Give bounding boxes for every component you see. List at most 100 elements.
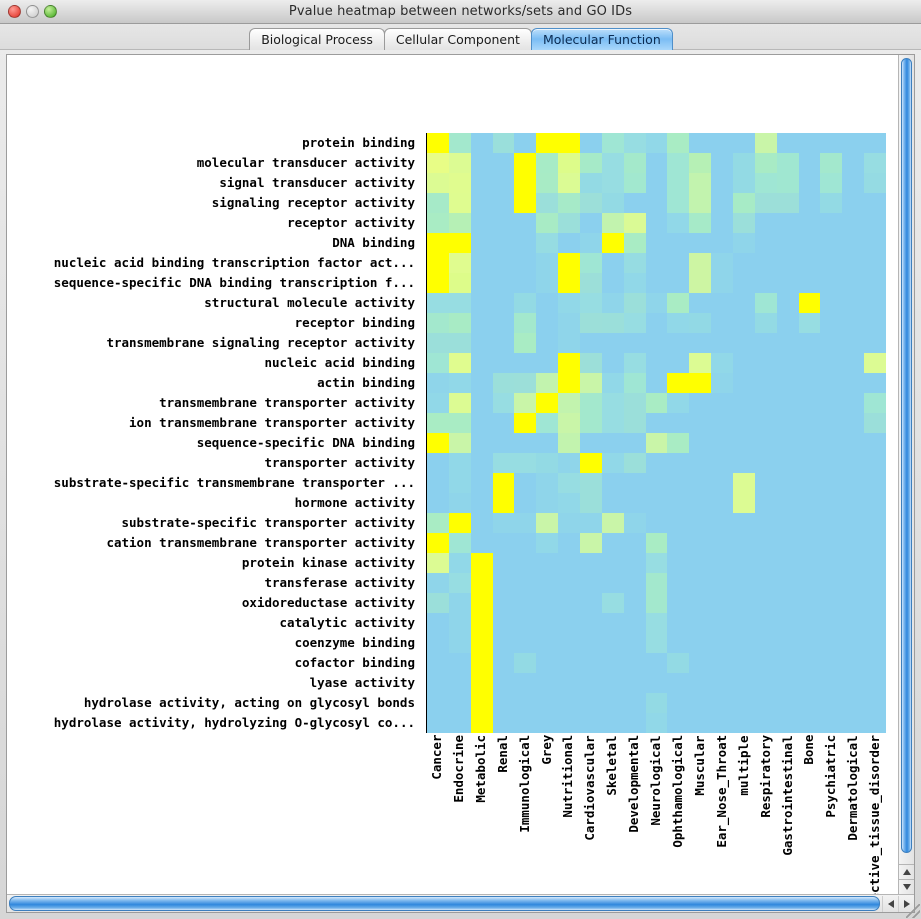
heatmap-cell[interactable] <box>667 253 690 273</box>
heatmap-cell[interactable] <box>820 473 843 493</box>
heatmap-cell[interactable] <box>754 333 777 353</box>
heatmap-cell[interactable] <box>711 653 733 673</box>
maximize-button[interactable] <box>44 5 57 18</box>
heatmap-cell[interactable] <box>754 653 777 673</box>
heatmap-cell[interactable] <box>689 453 712 473</box>
heatmap-cell[interactable] <box>470 293 493 313</box>
heatmap-cell[interactable] <box>842 633 865 653</box>
heatmap-cell[interactable] <box>470 693 493 713</box>
heatmap-cell[interactable] <box>733 433 755 453</box>
heatmap-cell[interactable] <box>754 693 777 713</box>
heatmap-cell[interactable] <box>864 273 886 293</box>
heatmap-cell[interactable] <box>536 413 559 433</box>
heatmap-cell[interactable] <box>798 233 821 253</box>
heatmap-cell[interactable] <box>580 453 602 473</box>
heatmap-cell[interactable] <box>536 433 559 453</box>
heatmap-cell[interactable] <box>689 413 712 433</box>
heatmap-cell[interactable] <box>514 553 537 573</box>
heatmap-cell[interactable] <box>820 593 843 613</box>
heatmap-cell[interactable] <box>842 173 865 193</box>
heatmap-cell[interactable] <box>820 533 843 553</box>
heatmap-cell[interactable] <box>558 493 580 513</box>
heatmap-cell[interactable] <box>536 313 559 333</box>
heatmap-cell[interactable] <box>536 153 559 173</box>
heatmap-cell[interactable] <box>842 213 865 233</box>
heatmap-cell[interactable] <box>580 613 602 633</box>
heatmap-cell[interactable] <box>842 473 865 493</box>
heatmap-cell[interactable] <box>427 253 449 273</box>
heatmap-cell[interactable] <box>448 333 471 353</box>
heatmap-cell[interactable] <box>558 713 580 733</box>
heatmap-cell[interactable] <box>711 553 733 573</box>
heatmap-cell[interactable] <box>427 133 449 153</box>
heatmap-cell[interactable] <box>427 453 449 473</box>
heatmap-cell[interactable] <box>689 233 712 253</box>
heatmap-cell[interactable] <box>820 313 843 333</box>
heatmap-cell[interactable] <box>623 333 646 353</box>
heatmap-cell[interactable] <box>514 633 537 653</box>
heatmap-cell[interactable] <box>820 133 843 153</box>
heatmap-cell[interactable] <box>470 613 493 633</box>
heatmap-cell[interactable] <box>601 313 624 333</box>
heatmap-cell[interactable] <box>776 453 799 473</box>
heatmap-cell[interactable] <box>733 393 755 413</box>
heatmap-cell[interactable] <box>711 573 733 593</box>
heatmap-cell[interactable] <box>470 173 493 193</box>
heatmap-cell[interactable] <box>842 693 865 713</box>
heatmap-cell[interactable] <box>689 353 712 373</box>
heatmap-cell[interactable] <box>601 713 624 733</box>
heatmap-cell[interactable] <box>427 713 449 733</box>
heatmap-cell[interactable] <box>776 493 799 513</box>
heatmap-cell[interactable] <box>623 633 646 653</box>
heatmap-cell[interactable] <box>580 593 602 613</box>
heatmap-cell[interactable] <box>492 413 515 433</box>
heatmap-cell[interactable] <box>733 593 755 613</box>
heatmap-cell[interactable] <box>842 653 865 673</box>
heatmap-cell[interactable] <box>514 573 537 593</box>
heatmap-cell[interactable] <box>798 333 821 353</box>
heatmap-cell[interactable] <box>754 473 777 493</box>
heatmap-cell[interactable] <box>820 393 843 413</box>
heatmap-cell[interactable] <box>601 573 624 593</box>
heatmap-cell[interactable] <box>798 133 821 153</box>
heatmap-cell[interactable] <box>601 273 624 293</box>
heatmap-cell[interactable] <box>623 493 646 513</box>
heatmap-cell[interactable] <box>580 273 602 293</box>
heatmap-cell[interactable] <box>558 433 580 453</box>
heatmap-cell[interactable] <box>645 693 668 713</box>
heatmap-cell[interactable] <box>470 473 493 493</box>
heatmap-cell[interactable] <box>427 513 449 533</box>
heatmap-cell[interactable] <box>601 133 624 153</box>
heatmap-cell[interactable] <box>864 293 886 313</box>
heatmap-cell[interactable] <box>754 553 777 573</box>
heatmap-cell[interactable] <box>776 153 799 173</box>
heatmap-cell[interactable] <box>558 293 580 313</box>
heatmap-cell[interactable] <box>427 173 449 193</box>
heatmap-cell[interactable] <box>623 453 646 473</box>
heatmap-cell[interactable] <box>427 633 449 653</box>
heatmap-cell[interactable] <box>580 713 602 733</box>
heatmap-cell[interactable] <box>580 133 602 153</box>
heatmap-cell[interactable] <box>492 633 515 653</box>
heatmap-cell[interactable] <box>776 713 799 733</box>
heatmap-cell[interactable] <box>536 713 559 733</box>
heatmap-cell[interactable] <box>733 453 755 473</box>
heatmap-cell[interactable] <box>601 353 624 373</box>
heatmap-cell[interactable] <box>864 193 886 213</box>
heatmap-cell[interactable] <box>492 573 515 593</box>
tab-molecular-function[interactable]: Molecular Function <box>530 28 673 50</box>
heatmap-cell[interactable] <box>798 593 821 613</box>
heatmap-cell[interactable] <box>470 313 493 333</box>
heatmap-cell[interactable] <box>536 453 559 473</box>
heatmap-cell[interactable] <box>623 513 646 533</box>
heatmap-cell[interactable] <box>492 513 515 533</box>
heatmap-cell[interactable] <box>492 233 515 253</box>
heatmap-cell[interactable] <box>667 333 690 353</box>
heatmap-cell[interactable] <box>667 233 690 253</box>
heatmap-cell[interactable] <box>536 513 559 533</box>
heatmap-cell[interactable] <box>689 313 712 333</box>
heatmap-cell[interactable] <box>776 393 799 413</box>
heatmap-cell[interactable] <box>842 453 865 473</box>
heatmap-cell[interactable] <box>623 313 646 333</box>
heatmap-cell[interactable] <box>536 613 559 633</box>
